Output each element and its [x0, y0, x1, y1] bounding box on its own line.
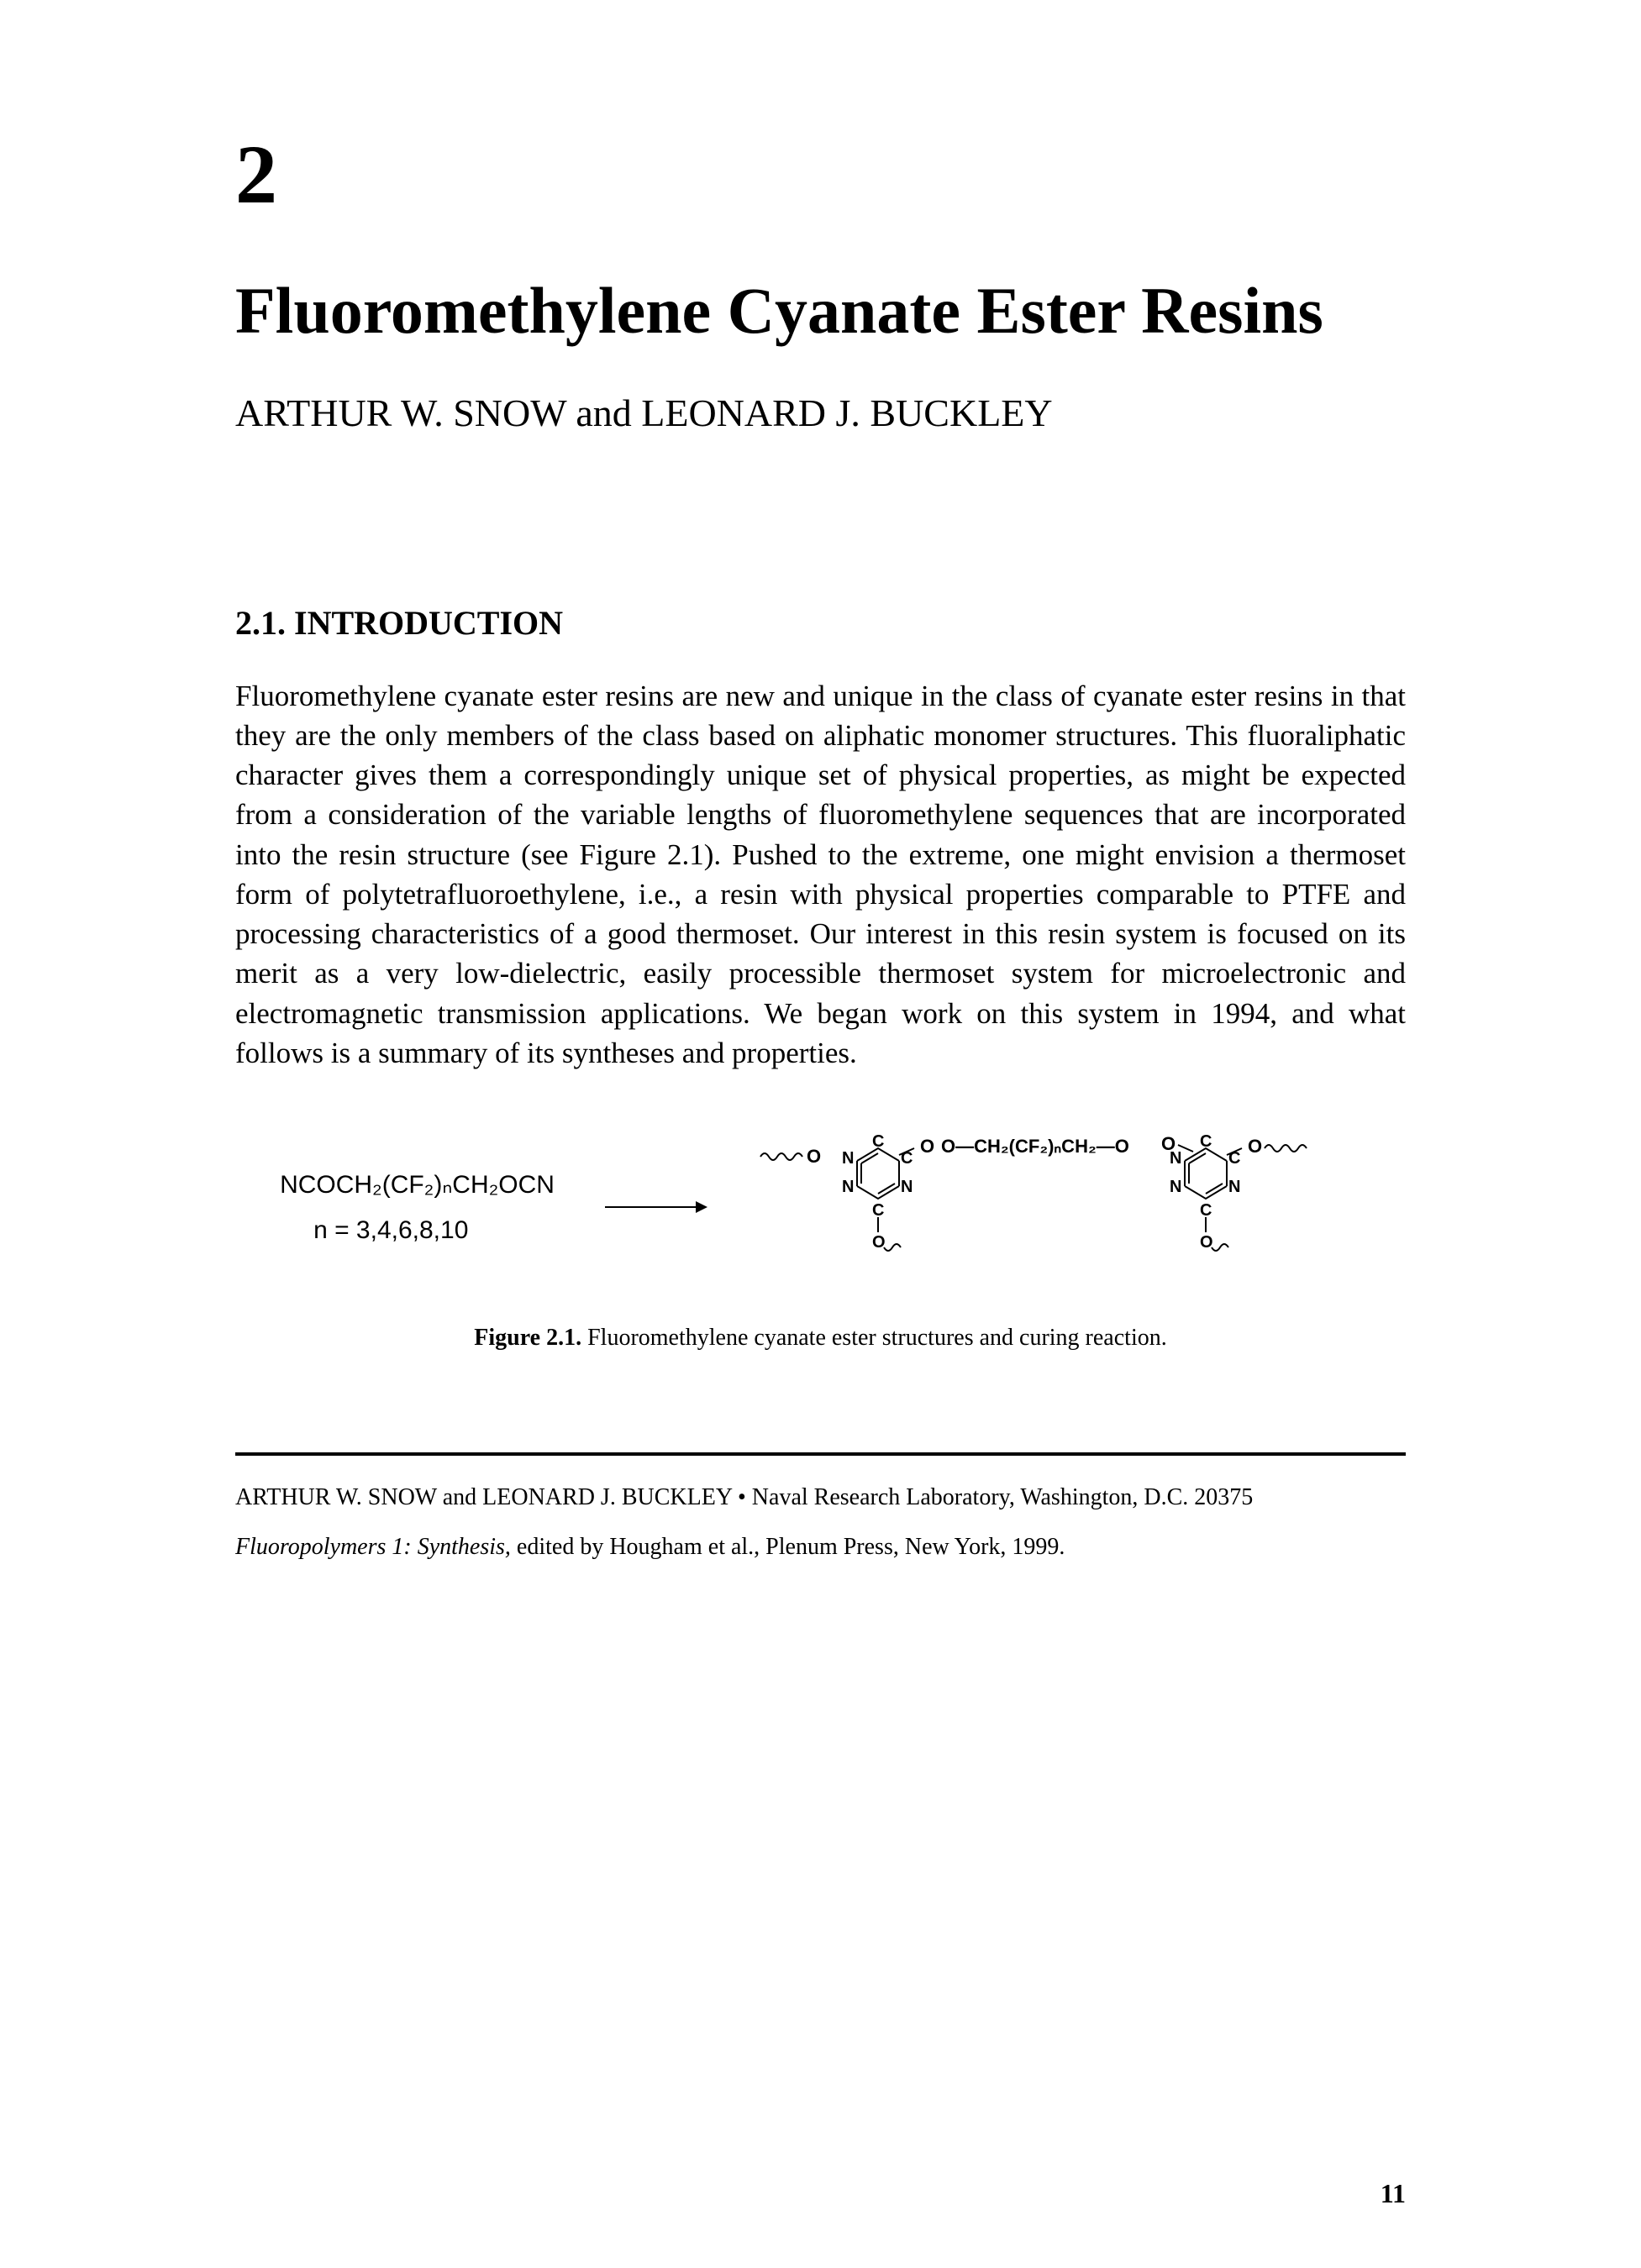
section-body: Fluoromethylene cyanate ester resins are…: [235, 676, 1406, 1074]
svg-text:N: N: [1170, 1178, 1181, 1196]
svg-text:O: O: [1248, 1136, 1262, 1157]
svg-text:C: C: [1200, 1201, 1212, 1220]
figure-n-values: n = 3,4,6,8,10: [313, 1216, 468, 1245]
page: 2 Fluoromethylene Cyanate Ester Resins A…: [0, 0, 1641, 2268]
svg-text:O: O: [920, 1136, 934, 1157]
footer-rule: [235, 1452, 1406, 1456]
svg-text:O: O: [872, 1233, 886, 1252]
figure-caption: Figure 2.1. Fluoromethylene cyanate este…: [235, 1325, 1406, 1352]
svg-text:N: N: [1228, 1178, 1240, 1196]
figure-caption-text: Fluoromethylene cyanate ester structures…: [581, 1325, 1167, 1351]
figure-row: NCOCH₂(CF₂)ₙCH₂OCN n = 3,4,6,8,10 O C C: [235, 1131, 1406, 1283]
chapter-number: 2: [235, 126, 1406, 223]
chapter-title: Fluoromethylene Cyanate Ester Resins: [235, 273, 1406, 349]
figure-bridge-label: O—CH₂(CF₂)ₙCH₂—O: [941, 1136, 1129, 1157]
svg-text:C: C: [872, 1201, 884, 1220]
svg-text:N: N: [901, 1178, 913, 1196]
figure-caption-label: Figure 2.1.: [474, 1325, 581, 1351]
book-title-italic: Fluoropolymers 1: Synthesis,: [235, 1534, 511, 1560]
section-heading: 2.1. INTRODUCTION: [235, 603, 1406, 643]
svg-text:O: O: [1200, 1233, 1213, 1252]
figure-monomer-formula: NCOCH₂(CF₂)ₙCH₂OCN: [280, 1170, 555, 1200]
figure-right-structure: O C C N N N C O: [756, 1131, 1361, 1283]
figure-block: NCOCH₂(CF₂)ₙCH₂OCN n = 3,4,6,8,10 O C C: [235, 1131, 1406, 1352]
svg-text:O: O: [807, 1146, 821, 1167]
figure-left-formula-block: NCOCH₂(CF₂)ₙCH₂OCN n = 3,4,6,8,10: [280, 1170, 555, 1245]
svg-text:C: C: [1200, 1132, 1212, 1151]
reaction-arrow-icon: [605, 1206, 706, 1208]
triazine-structure-icon: O C C N N N C O: [756, 1131, 1361, 1283]
author-affiliation: ARTHUR W. SNOW and LEONARD J. BUCKLEY • …: [235, 1481, 1406, 1514]
svg-text:C: C: [872, 1132, 884, 1151]
svg-text:N: N: [842, 1149, 854, 1168]
svg-text:N: N: [1170, 1149, 1181, 1168]
svg-text:N: N: [842, 1178, 854, 1196]
chapter-authors: ARTHUR W. SNOW and LEONARD J. BUCKLEY: [235, 391, 1406, 435]
page-number: 11: [1381, 2178, 1406, 2209]
book-reference: Fluoropolymers 1: Synthesis, edited by H…: [235, 1530, 1406, 1563]
book-title-rest: edited by Hougham et al., Plenum Press, …: [511, 1534, 1065, 1560]
